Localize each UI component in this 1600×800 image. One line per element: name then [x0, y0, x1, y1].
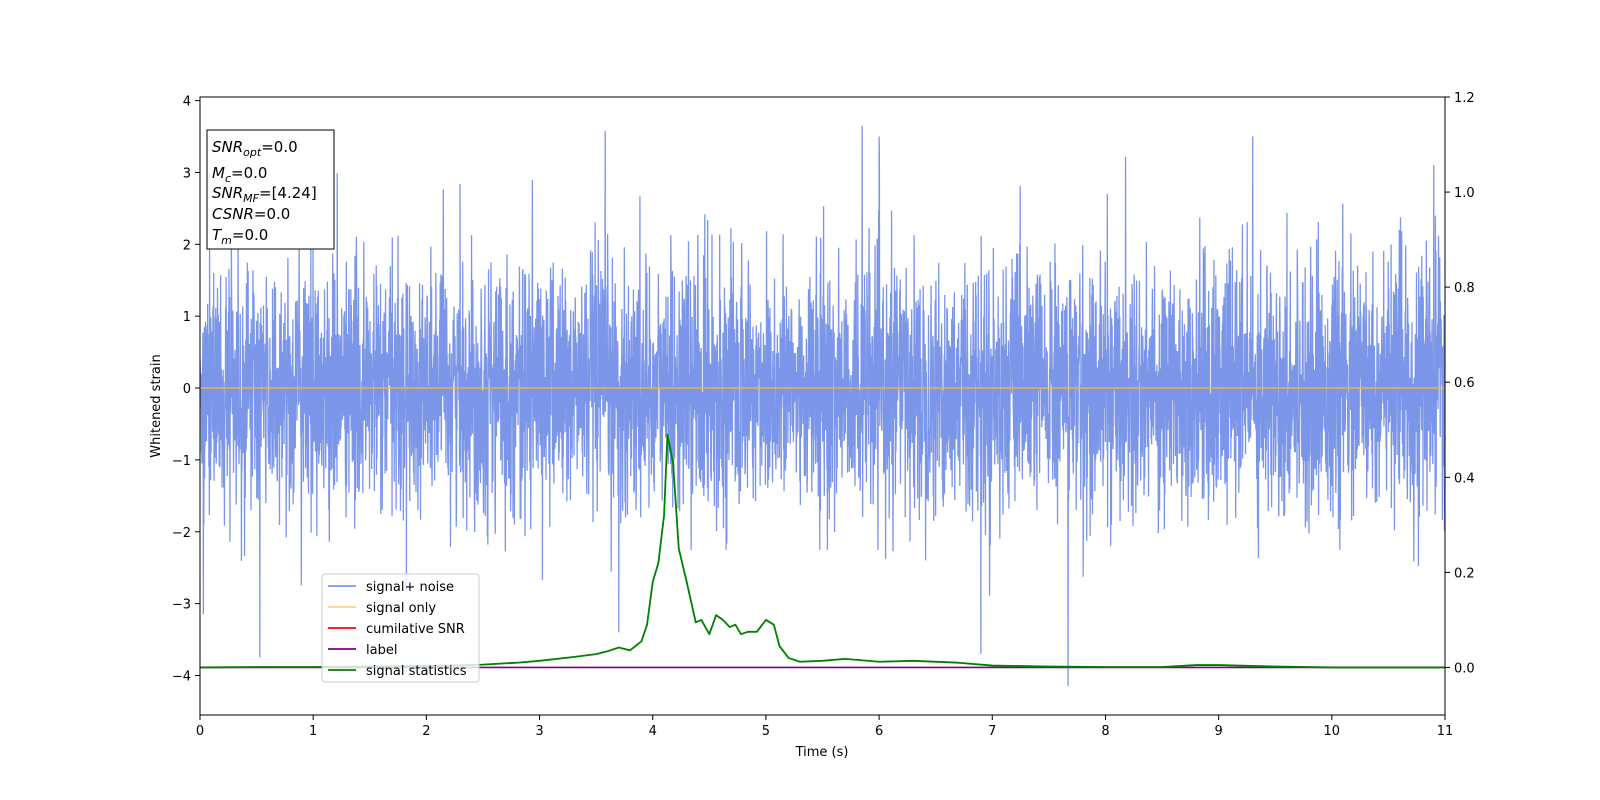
y2-tick-label: 0.2	[1454, 566, 1475, 581]
legend: signal+ noise signal only cumilative SNR la…	[321, 573, 480, 683]
y-tick-label: 3	[183, 166, 191, 181]
x-tick-label: 8	[1101, 724, 1109, 739]
signal-statistics-line	[200, 433, 1445, 669]
plot-frame	[199, 96, 1446, 716]
y-tick-label: −4	[172, 669, 191, 684]
y-axis-left: −4 −3 −2 −1 0 1 2 3 4	[172, 95, 200, 684]
y-tick-label: −1	[172, 454, 191, 469]
x-tick-label: 3	[535, 724, 543, 739]
annotation-line: Tm=0.0	[212, 226, 268, 247]
y2-tick-label: 0.0	[1454, 661, 1475, 676]
legend-item: signal+ noise	[328, 580, 454, 595]
legend-label: signal+ noise	[366, 580, 454, 595]
x-tick-label: 10	[1324, 724, 1341, 739]
y2-tick-label: 0.6	[1454, 376, 1475, 391]
legend-label: label	[366, 643, 397, 658]
y-tick-label: 2	[183, 238, 191, 253]
legend-label: signal only	[366, 601, 436, 616]
y2-tick-label: 0.4	[1454, 471, 1475, 486]
x-tick-label: 9	[1214, 724, 1222, 739]
legend-item: cumilative SNR	[328, 622, 465, 637]
annotation-line: SNRMF=[4.24]	[212, 184, 317, 205]
legend-label: cumilative SNR	[366, 622, 465, 637]
annotation-line: SNRopt=0.0	[212, 138, 298, 159]
y2-tick-label: 1.0	[1454, 186, 1475, 201]
x-axis-label: Time (s)	[795, 745, 849, 760]
y-axis-right: 0.0 0.2 0.4 0.6 0.8 1.0 1.2	[1445, 91, 1475, 676]
annotation-line: Mc=0.0	[212, 164, 267, 185]
legend-item: label	[328, 643, 397, 658]
legend-label: signal statistics	[366, 664, 467, 679]
legend-item: signal only	[328, 601, 436, 616]
series-signal-noise	[200, 125, 1445, 687]
x-tick-label: 5	[762, 724, 770, 739]
x-tick-label: 1	[309, 724, 317, 739]
x-tick-label: 6	[875, 724, 883, 739]
x-tick-label: 11	[1437, 724, 1454, 739]
x-tick-label: 2	[422, 724, 430, 739]
legend-frame	[321, 573, 480, 683]
y-tick-label: −2	[172, 526, 191, 541]
series-signal-statistics	[200, 433, 1445, 669]
x-tick-label: 0	[196, 724, 204, 739]
x-tick-label: 7	[988, 724, 996, 739]
annotation-frame	[206, 129, 335, 250]
annotation-line: CSNR=0.0	[212, 205, 290, 223]
y-axis-label: Whitened strain	[149, 354, 164, 457]
y-tick-label: 1	[183, 310, 191, 325]
x-tick-label: 4	[649, 724, 657, 739]
signal-noise-line	[200, 125, 1445, 687]
y2-tick-label: 1.2	[1454, 91, 1475, 106]
y2-tick-label: 0.8	[1454, 281, 1475, 296]
legend-item: signal statistics	[328, 664, 467, 679]
y-tick-label: 4	[183, 95, 191, 110]
y-tick-label: 0	[183, 382, 191, 397]
y-tick-label: −3	[172, 598, 191, 613]
x-axis: 0 1 2 3 4 5 6 7 8 9 10 11	[196, 715, 1453, 739]
